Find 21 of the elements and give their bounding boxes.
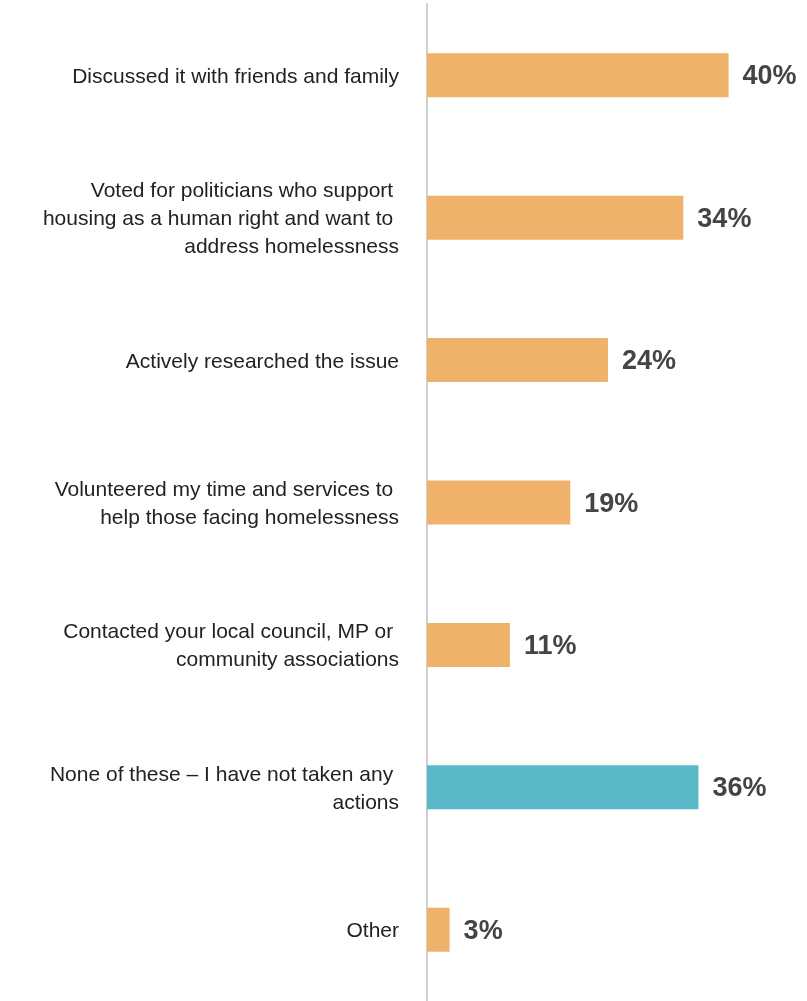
data-label: 3%	[463, 914, 503, 945]
y-tick-label: Contacted your local council, MP or community associations	[63, 619, 399, 671]
bar	[427, 195, 684, 240]
data-label: 24%	[621, 345, 676, 376]
y-tick-label: Actively researched the issue	[125, 348, 399, 372]
y-tick-label: Discussed it with friends and family	[72, 63, 400, 87]
data-label: 40%	[742, 60, 797, 91]
y-tick-label: Volunteered my time and services to help those facing homelessness	[54, 477, 399, 528]
bar	[427, 907, 450, 952]
data-label: 34%	[697, 202, 752, 233]
bar	[427, 480, 571, 525]
y-tick-label: None of these – I have not taken any actions	[49, 761, 399, 813]
data-label: 19%	[584, 487, 639, 518]
data-label: 11%	[523, 629, 577, 660]
bar	[427, 53, 729, 98]
bar	[427, 622, 510, 667]
bar	[427, 765, 699, 810]
y-tick-label: Other	[346, 918, 399, 942]
data-label: 36%	[712, 772, 767, 803]
y-tick-label: Voted for politicians who support housing as a human right and want to address homelessness	[42, 178, 399, 258]
bar	[427, 338, 608, 383]
